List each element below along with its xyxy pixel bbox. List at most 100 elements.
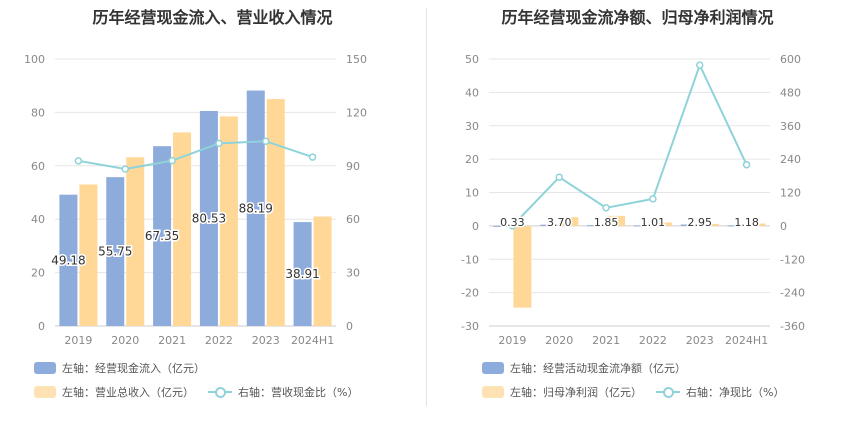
y-right-tick-label: -120 — [780, 253, 805, 266]
y-left-tick-label: 100 — [24, 53, 45, 66]
y-left-tick-label: -20 — [461, 287, 479, 300]
bar-primary — [59, 194, 78, 326]
bar-primary — [633, 225, 652, 227]
data-label: 1.01 — [641, 216, 666, 229]
bar-primary — [246, 90, 265, 326]
bar-secondary — [700, 223, 719, 226]
ratio-point — [121, 165, 129, 173]
data-label: 55.75 — [98, 245, 132, 259]
x-tick-label: 2021 — [592, 334, 620, 345]
bar-primary — [293, 222, 312, 326]
data-label: 49.18 — [51, 253, 85, 267]
y-right-tick-label: 0 — [780, 220, 787, 233]
y-left-tick-label: 40 — [31, 213, 45, 226]
legend-swatch-net-cash-flow — [482, 362, 504, 374]
x-tick-label: 2024H1 — [725, 334, 768, 345]
data-label: 1.85 — [594, 216, 619, 229]
legend-row-2-left: 左轴：营业总收入（亿元） 右轴：营收现金比（%） — [34, 384, 358, 400]
x-tick-label: 2019 — [64, 334, 92, 345]
y-right-tick-label: 480 — [780, 86, 801, 99]
data-label: 0.33 — [500, 216, 525, 229]
legend-label-net-cash-flow[interactable]: 左轴：经营活动现金流净额（亿元） — [510, 362, 686, 375]
bar-primary — [540, 224, 559, 226]
chart-title-left: 历年经营现金流入、营业收入情况 — [92, 8, 333, 27]
ratio-point — [696, 61, 704, 69]
chart-left: 0 20 40 60 80 100 0 30 60 90 120 150 2019 2020 2021 202… — [24, 53, 367, 345]
data-label: 67.35 — [145, 229, 179, 243]
bar-secondary — [126, 157, 145, 326]
y-left-tick-label: 60 — [31, 160, 45, 173]
data-label: 1.18 — [734, 216, 759, 229]
chart-panel-left: 历年经营现金流入、营业收入情况 0 20 40 60 80 100 0 30 60 90 120 15… — [24, 8, 367, 400]
y-left-tick-label: 80 — [31, 106, 45, 119]
legend-swatch-net-cash-ratio — [656, 386, 680, 398]
ratio-point — [602, 204, 610, 212]
x-tick-label: 2021 — [158, 334, 186, 345]
bar-primary — [106, 177, 125, 326]
legend-label-net-cash-ratio[interactable]: 右轴：净现比（%） — [686, 386, 785, 399]
bar-secondary — [313, 216, 332, 326]
y-right-tick-label: 240 — [780, 153, 801, 166]
bar-secondary — [266, 99, 285, 326]
bar-primary — [153, 146, 172, 326]
y-right-tick-label: 0 — [346, 320, 353, 333]
panel-divider — [426, 8, 427, 406]
bar-secondary — [560, 217, 579, 226]
ratio-point — [262, 137, 270, 145]
legend-row-2-right: 左轴：归母净利润（亿元） 右轴：净现比（%） — [482, 384, 784, 400]
bar-secondary — [219, 116, 238, 326]
bar-secondary — [79, 184, 98, 326]
legend-label-revenue-cash-ratio[interactable]: 右轴：营收现金比（%） — [238, 386, 359, 399]
y-left-tick-label: 20 — [465, 153, 479, 166]
chart-right: -30 -20 -10 0 10 20 30 40 50 -360 -240 -120 0 120 240 3… — [461, 53, 805, 345]
y-left-tick-label: 30 — [465, 120, 479, 133]
legend-label-revenue[interactable]: 左轴：营业总收入（亿元） — [62, 386, 194, 399]
y-left-tick-label: 0 — [38, 320, 45, 333]
x-tick-label: 2023 — [686, 334, 714, 345]
y-left-tick-label: -30 — [461, 320, 479, 333]
legend-row-1-right: 左轴：经营活动现金流净额（亿元） — [482, 360, 686, 376]
x-tick-label: 2022 — [205, 334, 233, 345]
x-tick-label: 2023 — [252, 334, 280, 345]
y-right-tick-label: 90 — [346, 160, 360, 173]
y-right-tick-label: 60 — [346, 213, 360, 226]
data-label: 88.19 — [239, 201, 273, 215]
legend-swatch-revenue — [34, 386, 56, 398]
y-right-tick-label: -240 — [780, 287, 805, 300]
y-right-tick-label: 120 — [346, 106, 367, 119]
chart-panel-right: 历年经营现金流净额、归母净利润情况 -30 -20 -10 0 10 20 30 40 50 -3… — [425, 0, 850, 437]
legend-row-1-left: 左轴：经营现金流入（亿元） — [34, 360, 205, 376]
bar-primary — [587, 225, 606, 227]
y-right-tick-label: 30 — [346, 267, 360, 280]
bar-primary — [680, 224, 699, 226]
ratio-point — [742, 160, 751, 169]
bar-primary — [493, 225, 512, 227]
ratio-point — [168, 156, 176, 165]
data-label: 3.70 — [547, 216, 572, 229]
ratio-line — [511, 62, 748, 227]
bar-primary — [199, 110, 218, 327]
y-right-tick-label: -360 — [780, 320, 805, 333]
y-left-tick-label: 50 — [465, 53, 479, 66]
legend-label-cash-inflow[interactable]: 左轴：经营现金流入（亿元） — [62, 362, 205, 375]
bar-secondary — [653, 222, 672, 226]
legend-swatch-revenue-cash-ratio — [208, 386, 232, 398]
data-label: 80.53 — [192, 211, 226, 225]
x-tick-label: 2020 — [111, 334, 139, 345]
legend-label-net-profit[interactable]: 左轴：归母净利润（亿元） — [510, 386, 642, 399]
ratio-point — [215, 139, 223, 148]
ratio-point — [555, 173, 563, 181]
bar-secondary — [173, 132, 192, 326]
chart-title-right: 历年经营现金流净额、归母净利润情况 — [501, 8, 774, 27]
x-tick-label: 2019 — [498, 334, 526, 345]
x-tick-label: 2020 — [545, 334, 573, 345]
bar-secondary — [607, 215, 626, 226]
y-left-tick-label: 0 — [472, 220, 479, 233]
y-left-tick-label: 10 — [465, 187, 479, 200]
ratio-point — [649, 195, 657, 203]
ratio-point — [74, 157, 83, 165]
bar-secondary — [747, 223, 766, 226]
ratio-point — [308, 153, 317, 161]
ratio-point — [508, 222, 517, 230]
y-left-tick-label: -10 — [461, 253, 479, 266]
